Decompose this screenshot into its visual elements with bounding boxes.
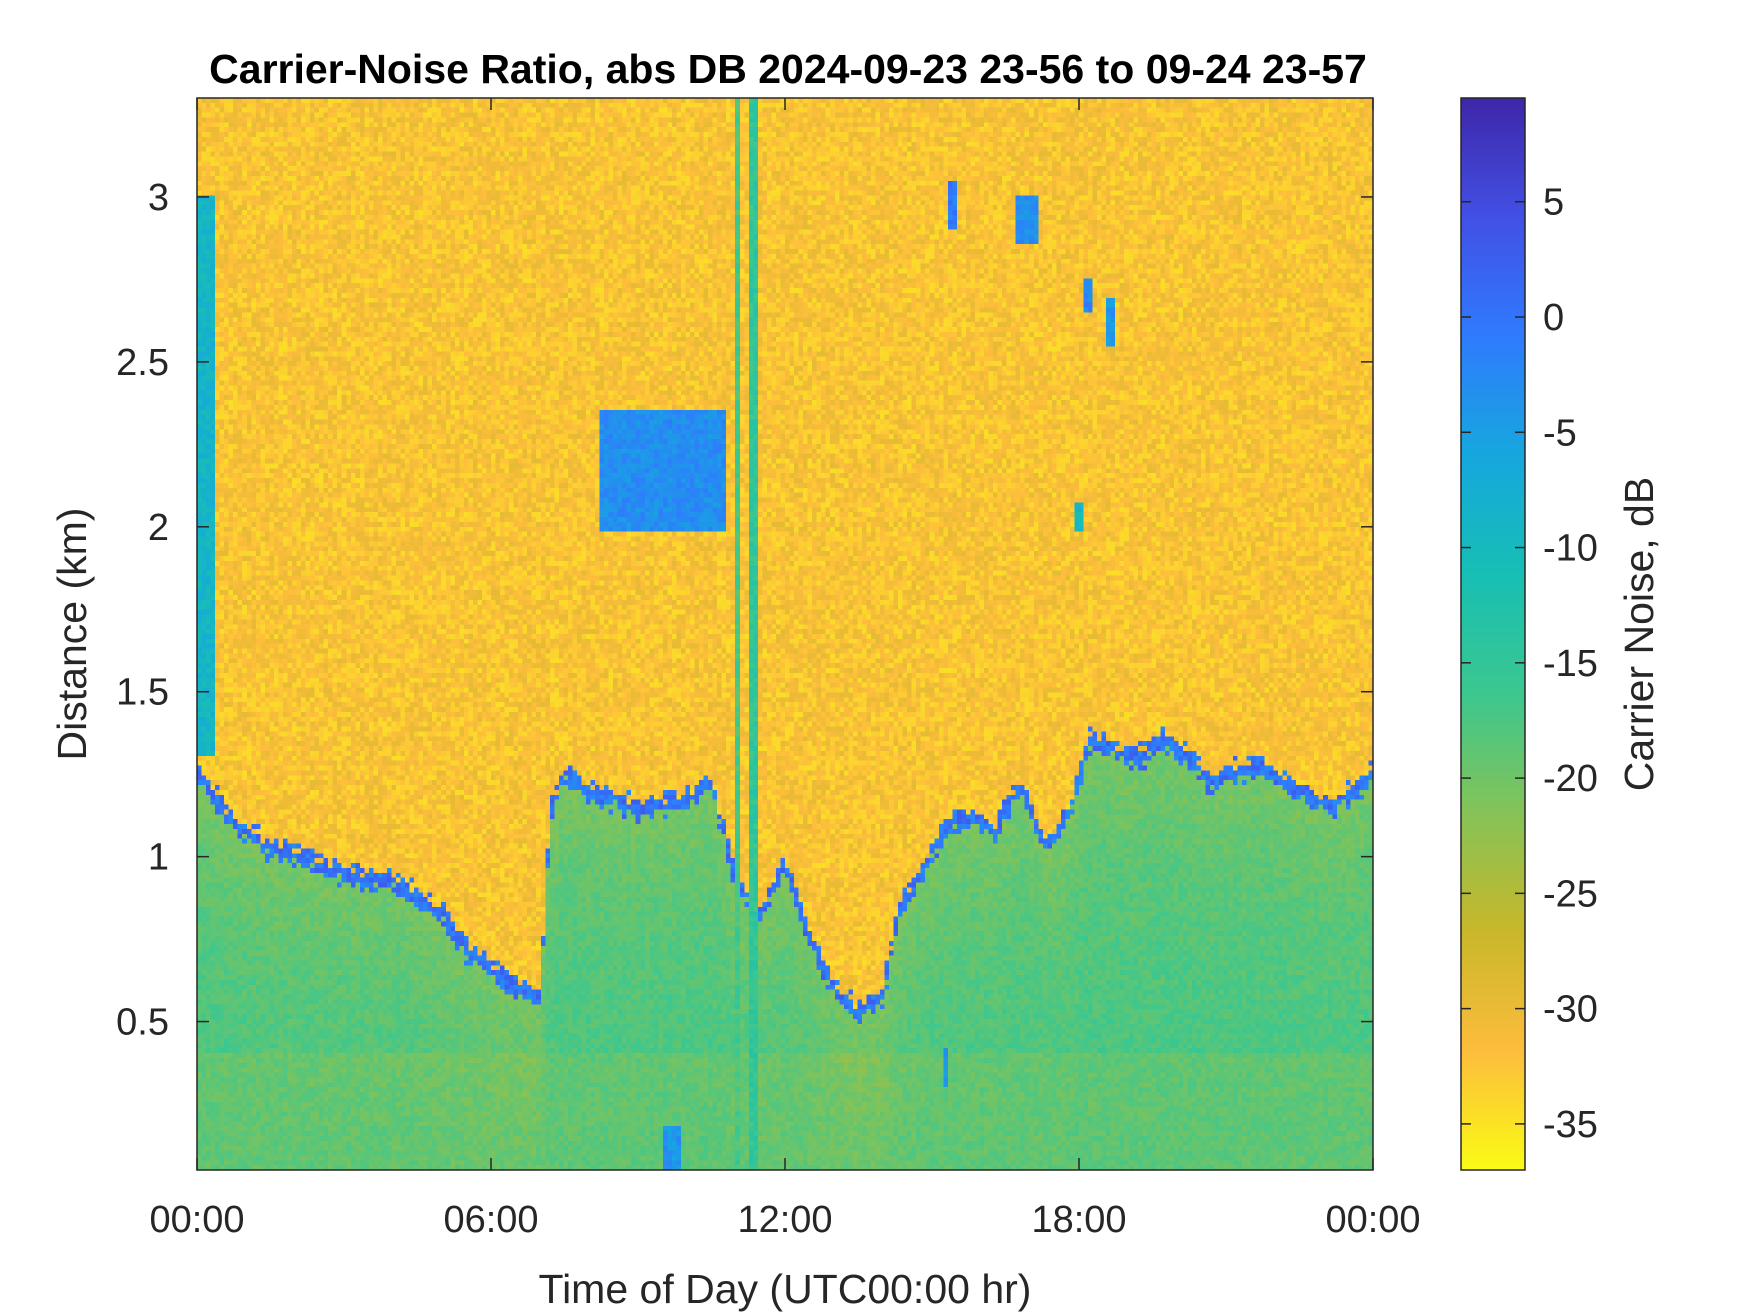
- y-axis-label: Distance (km): [49, 508, 95, 761]
- colorbar-tick-label: -5: [1543, 412, 1577, 454]
- x-tick-label: 00:00: [1325, 1199, 1420, 1241]
- heatmap-image: [197, 98, 1373, 1170]
- x-tick-label: 18:00: [1031, 1199, 1126, 1241]
- y-tick-labels: 0.5 1 1.5 2 2.5 3: [116, 177, 169, 1044]
- colorbar-tick-label: 0: [1543, 297, 1564, 339]
- x-tick-marks: [196, 98, 1374, 1170]
- colorbar: -35 -30 -25 -20 -15 -10 -5 0 5 Carrier Noise, dB: [1460, 97, 1662, 1171]
- y-tick-label: 1: [148, 837, 169, 879]
- y-tick-marks: [197, 196, 1373, 1023]
- chart-title: Carrier-Noise Ratio, abs DB 2024-09-23 2…: [209, 46, 1367, 92]
- colorbar-tick-label: -35: [1543, 1104, 1598, 1146]
- x-tick-label: 00:00: [149, 1199, 244, 1241]
- colorbar-label: Carrier Noise, dB: [1616, 477, 1662, 791]
- colorbar-ticks: -35 -30 -25 -20 -15 -10 -5 0 5: [1461, 182, 1598, 1146]
- colorbar-gradient: [1460, 97, 1526, 1171]
- colorbar-tick-label: -10: [1543, 528, 1598, 570]
- x-tick-labels: 00:00 06:00 12:00 18:00 00:00: [149, 1199, 1420, 1241]
- y-tick-label: 0.5: [116, 1002, 169, 1044]
- x-axis-label: Time of Day (UTC00:00 hr): [539, 1266, 1032, 1312]
- colorbar-tick-label: -30: [1543, 989, 1598, 1031]
- y-tick-label: 2.5: [116, 342, 169, 384]
- plot-area: 00:00 06:00 12:00 18:00 00:00 0.5 1 1.5 2 2.5 3: [116, 97, 1421, 1241]
- x-tick-label: 06:00: [443, 1199, 538, 1241]
- y-tick-label: 3: [148, 177, 169, 219]
- colorbar-tick-label: -25: [1543, 873, 1598, 915]
- y-tick-label: 2: [148, 507, 169, 549]
- colorbar-tick-label: -15: [1543, 643, 1598, 685]
- colorbar-tick-label: 5: [1543, 182, 1564, 224]
- y-tick-label: 1.5: [116, 672, 169, 714]
- x-tick-label: 12:00: [737, 1199, 832, 1241]
- colorbar-tick-label: -20: [1543, 758, 1598, 800]
